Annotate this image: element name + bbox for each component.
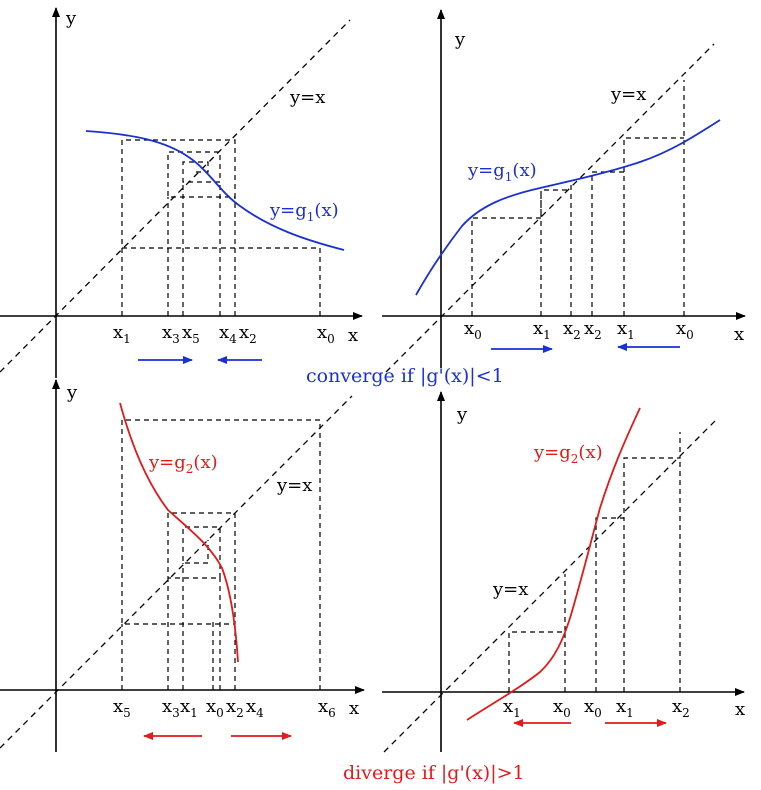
axis-label-y: y bbox=[65, 8, 77, 29]
diverge-caption: diverge if |g'(x)|>1 bbox=[343, 762, 525, 784]
tick-label: x0 bbox=[584, 696, 602, 720]
curve-label: y=g1(x) bbox=[269, 200, 339, 224]
diagonal-line bbox=[0, 19, 351, 373]
tick-label: x1 bbox=[113, 322, 131, 346]
tick-label: x2 bbox=[672, 696, 690, 720]
axis-label-x: x bbox=[348, 325, 358, 346]
axis-label-y: y bbox=[66, 382, 78, 403]
converge-caption: converge if |g'(x)|<1 bbox=[306, 365, 504, 387]
curve-g1 bbox=[85, 130, 345, 251]
curve-label: y=g2(x) bbox=[148, 452, 218, 476]
tick-label: x5 bbox=[113, 696, 131, 720]
diagonal-line bbox=[383, 417, 719, 753]
tick-label: x2 bbox=[563, 318, 581, 342]
tick-label: x1 bbox=[616, 696, 634, 720]
panel-top-right: y x y=x y=g1(x) x0 x1 x2 x2 x1 x0 bbox=[382, 9, 746, 373]
diagonal-label: y=x bbox=[492, 579, 528, 600]
cobweb-paths bbox=[508, 432, 681, 692]
diagonal-label: y=x bbox=[276, 475, 312, 496]
tick-label: x4 bbox=[246, 696, 264, 720]
tick-label: x1 bbox=[503, 696, 521, 720]
curve-g1 bbox=[415, 119, 721, 296]
tick-label: x1 bbox=[617, 318, 635, 342]
axis-label-x: x bbox=[734, 324, 744, 345]
tick-label: x0 bbox=[676, 318, 694, 342]
tick-label: x1 bbox=[180, 696, 198, 720]
tick-label: x0 bbox=[317, 322, 335, 346]
tick-label: x1 bbox=[533, 318, 551, 342]
axis-label-x: x bbox=[349, 698, 359, 719]
diagonal-line bbox=[0, 395, 353, 749]
axis-label-y: y bbox=[456, 404, 468, 425]
panel-bottom-left: y x y=x y=g2(x) x5 x3 x1 x0 x2 x4 x6 bbox=[0, 379, 365, 752]
tick-label: x2 bbox=[239, 322, 257, 346]
cobweb-paths bbox=[121, 419, 321, 690]
panel-bottom-right: y x y=x y=g2(x) x1 x0 x0 x1 x2 bbox=[382, 391, 745, 753]
tick-label: x2 bbox=[584, 318, 602, 342]
axis-label-y: y bbox=[454, 29, 466, 50]
tick-label: x5 bbox=[182, 322, 200, 346]
cobweb-paths bbox=[121, 139, 321, 316]
curve-label: y=g2(x) bbox=[533, 442, 603, 466]
tick-label: x0 bbox=[553, 696, 571, 720]
tick-label: x6 bbox=[318, 696, 336, 720]
tick-label: x2 bbox=[226, 696, 244, 720]
tick-label: x0 bbox=[464, 318, 482, 342]
curve-g2 bbox=[466, 407, 641, 721]
diagonal-line bbox=[385, 43, 715, 373]
cobweb-paths bbox=[471, 80, 685, 316]
tick-label: x3 bbox=[162, 696, 180, 720]
tick-label: x4 bbox=[219, 322, 237, 346]
curve-label: y=g1(x) bbox=[467, 160, 537, 184]
curve-g2 bbox=[119, 402, 239, 663]
diagonal-label: y=x bbox=[610, 84, 646, 105]
panel-top-left: y x y=x y=g1(x) x1 x3 x5 x4 x2 x0 bbox=[0, 7, 363, 378]
axis-label-x: x bbox=[735, 699, 745, 720]
tick-label: x3 bbox=[162, 322, 180, 346]
diagonal-label: y=x bbox=[289, 87, 325, 108]
tick-label: x0 bbox=[206, 696, 224, 720]
